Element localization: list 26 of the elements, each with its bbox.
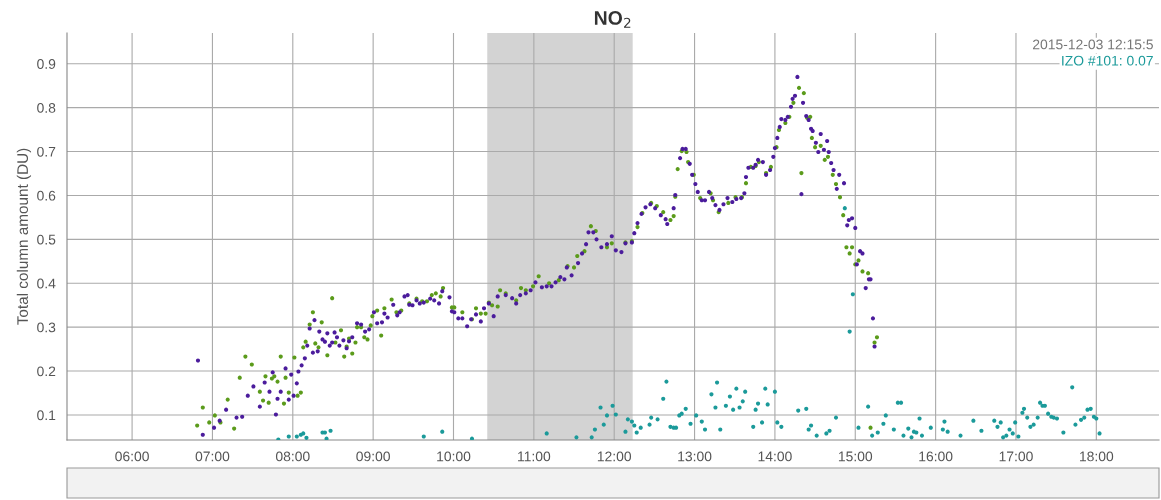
y-axis-title: Total column amount (DU) xyxy=(16,148,32,325)
x-tick-label: 09:00 xyxy=(356,451,390,462)
chart-title: NO$_{2}$ xyxy=(594,11,631,28)
y-tick-label: 0.5 xyxy=(37,234,56,245)
x-tick-label: 15:00 xyxy=(838,451,873,462)
y-tick-label: 0.2 xyxy=(37,366,56,377)
x-tick-label: 12:00 xyxy=(597,451,632,462)
x-tick-label: 11:00 xyxy=(518,451,551,462)
x-tick-label: 16:00 xyxy=(919,451,953,462)
y-tick-label: 0.4 xyxy=(37,278,56,289)
y-tick-label: 0.7 xyxy=(37,146,56,157)
y-tick-label: 0.1 xyxy=(37,410,56,421)
x-tick-label: 08:00 xyxy=(275,451,310,462)
x-tick-label: 10:00 xyxy=(437,451,471,462)
y-tick-label: 0.9 xyxy=(37,59,56,69)
x-tick-label: 14:00 xyxy=(758,451,792,462)
x-tick-label: 13:00 xyxy=(678,451,712,462)
x-tick-label: 07:00 xyxy=(195,451,230,462)
y-tick-label: 0.8 xyxy=(37,102,56,113)
y-tick-label: 0.3 xyxy=(37,322,56,333)
x-tick-label: 17:00 xyxy=(999,451,1033,462)
x-tick-label: 06:00 xyxy=(115,451,149,462)
x-tick-label: 18:00 xyxy=(1080,451,1114,462)
annotation: 2015-12-03 12:15:5 xyxy=(1033,39,1153,50)
y-tick-label: 0.6 xyxy=(37,190,56,201)
annotation: IZO #101: 0.07 xyxy=(1062,55,1153,66)
